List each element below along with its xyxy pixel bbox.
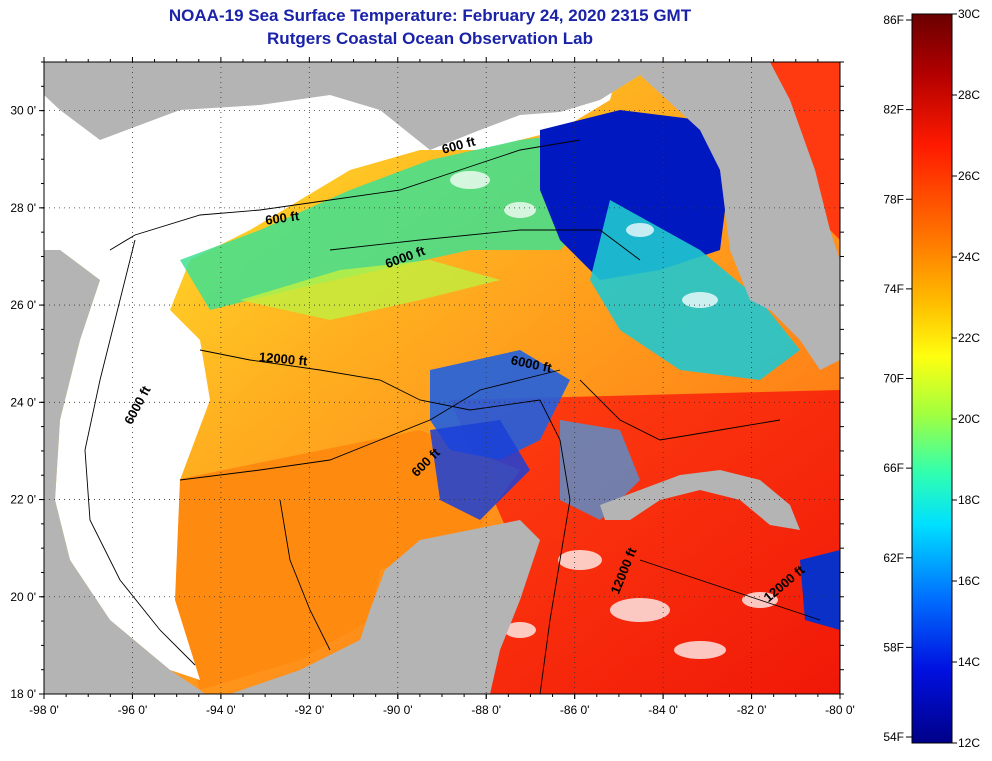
colorbar-f-label: 74F — [883, 282, 904, 296]
colorbar-c-label: 16C — [958, 574, 980, 588]
colorbar-c-label: 24C — [958, 250, 980, 264]
colorbar-celsius-labels: 30C 28C 26C 24C 22C 20C 18C 16C 14C 12C — [952, 7, 980, 750]
colorbar-c-label: 22C — [958, 331, 980, 345]
colorbar-c-label: 26C — [958, 169, 980, 183]
land-florida — [640, 62, 840, 370]
lon-tick-label: -92 0' — [295, 703, 325, 717]
colorbar-c-label: 30C — [958, 7, 980, 21]
colorbar-f-label: 62F — [883, 551, 904, 565]
lon-tick-label: -84 0' — [648, 703, 678, 717]
map-subtitle: Rutgers Coastal Ocean Observation Lab — [267, 29, 593, 48]
colorbar-f-label: 66F — [883, 461, 904, 475]
colorbar-f-label: 58F — [883, 640, 904, 654]
lon-tick-label: -86 0' — [560, 703, 590, 717]
lon-tick-label: -80 0' — [825, 703, 855, 717]
lon-tick-label: -98 0' — [29, 703, 59, 717]
lon-tick-label: -90 0' — [383, 703, 413, 717]
lat-tick-label: 28 0' — [10, 201, 36, 215]
land-us — [44, 62, 680, 150]
colorbar-c-label: 20C — [958, 412, 980, 426]
lon-tick-label: -82 0' — [737, 703, 767, 717]
longitude-labels: -98 0' -96 0' -94 0' -92 0' -90 0' -88 0' -86 … — [29, 703, 855, 717]
colorbar-fahrenheit-labels: 86F 82F 78F 74F 70F 66F 62F 58F 54F — [883, 13, 912, 744]
lon-tick-label: -96 0' — [118, 703, 148, 717]
lat-tick-label: 20 0' — [10, 590, 36, 604]
colorbar-f-label: 54F — [883, 730, 904, 744]
colorbar-c-label: 14C — [958, 655, 980, 669]
colorbar-c-label: 28C — [958, 88, 980, 102]
colorbar — [911, 13, 953, 744]
colorbar-f-label: 70F — [883, 372, 904, 386]
lat-tick-label: 30 0' — [10, 104, 36, 118]
cool-band-north — [180, 130, 610, 310]
lon-tick-label: -88 0' — [471, 703, 501, 717]
cloud-cover-west — [44, 62, 620, 680]
caribbean-water — [450, 390, 840, 694]
contour-label: 600 ft — [264, 208, 300, 228]
land-mexico — [44, 250, 205, 694]
sw-gulf-water — [175, 430, 520, 690]
map-title: NOAA-19 Sea Surface Temperature: Februar… — [168, 6, 692, 25]
lat-tick-label: 24 0' — [10, 395, 36, 409]
cold-patch-se — [800, 550, 840, 630]
mixed-water-yucatan — [560, 420, 640, 520]
cold-eddy-south — [430, 420, 530, 520]
colorbar-c-label: 18C — [958, 493, 980, 507]
lat-tick-label: 18 0' — [10, 687, 36, 701]
axis-ticks — [39, 57, 844, 699]
lon-tick-label: -94 0' — [206, 703, 236, 717]
colorbar-f-label: 86F — [883, 13, 904, 27]
cool-water-east — [590, 200, 800, 380]
depth-contours — [84, 139, 821, 694]
cold-water-ne — [540, 110, 730, 280]
land-cuba — [600, 470, 800, 530]
lat-lon-grid — [44, 62, 840, 694]
latitude-labels: 18 0' 20 0' 22 0' 24 0' 26 0' 28 0' 30 0' — [10, 104, 36, 701]
colorbar-f-label: 82F — [883, 103, 904, 117]
contour-label: 12000 ft — [258, 349, 308, 368]
colorbar-f-label: 78F — [883, 192, 904, 206]
lat-tick-label: 22 0' — [10, 493, 36, 507]
colorbar-c-label: 12C — [958, 736, 980, 750]
lat-tick-label: 26 0' — [10, 298, 36, 312]
land-yucatan — [230, 520, 540, 694]
